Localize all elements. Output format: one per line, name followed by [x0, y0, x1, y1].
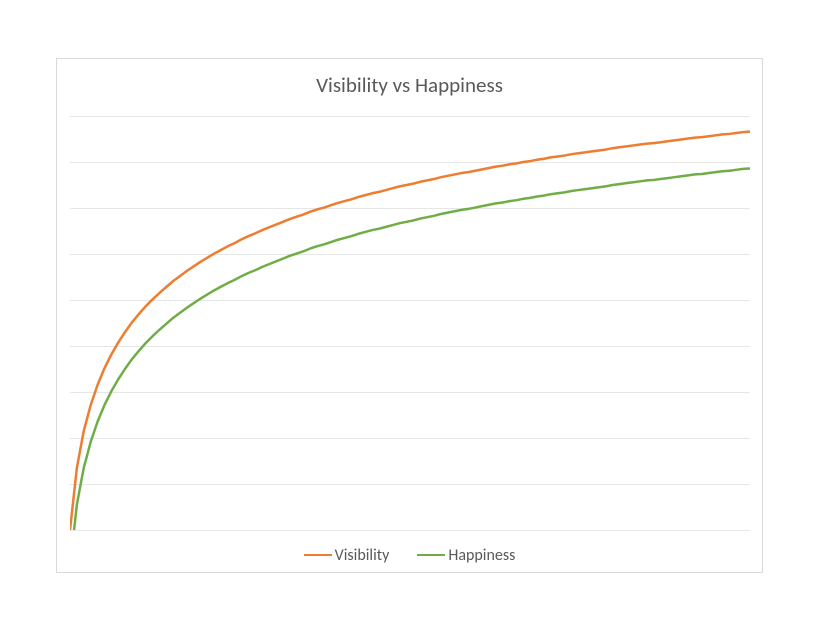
series-line-visibility [70, 132, 750, 530]
legend-swatch-visibility [304, 554, 332, 556]
plot-area [70, 116, 750, 530]
chart-title: Visibility vs Happiness [56, 72, 763, 102]
legend-swatch-happiness [417, 554, 445, 556]
legend-label-visibility: Visibility [335, 546, 390, 565]
legend: Visibility Happiness [56, 540, 763, 570]
legend-label-happiness: Happiness [448, 546, 515, 565]
canvas: Visibility vs Happiness Visibility Happi… [0, 0, 819, 633]
chart-title-text: Visibility vs Happiness [316, 72, 503, 98]
chart-lines [70, 116, 750, 530]
legend-item-visibility: Visibility [304, 546, 390, 565]
gridline [70, 530, 750, 531]
legend-item-happiness: Happiness [417, 546, 515, 565]
series-line-happiness [70, 168, 750, 530]
